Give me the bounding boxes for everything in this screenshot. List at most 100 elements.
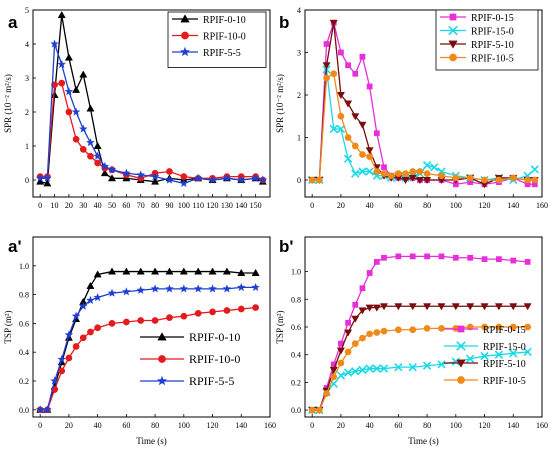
- data-point: [438, 253, 445, 260]
- data-point: [338, 340, 344, 347]
- y-tick-label: 0: [25, 176, 29, 185]
- data-point: [166, 314, 173, 322]
- data-point: [509, 303, 518, 311]
- data-point: [79, 70, 88, 78]
- data-point: [222, 284, 232, 293]
- data-point: [323, 74, 330, 82]
- data-point: [531, 176, 539, 184]
- data-point: [423, 170, 431, 177]
- plot-frame: [32, 236, 271, 418]
- data-point: [237, 268, 246, 276]
- data-point: [50, 376, 59, 385]
- data-point: [93, 292, 102, 302]
- legend-marker: [456, 341, 466, 351]
- data-point: [466, 303, 475, 311]
- data-point: [381, 164, 387, 171]
- panel-label: a': [8, 237, 22, 256]
- legend-label: RPIF-10-0: [189, 352, 240, 366]
- x-tick-label: 120: [479, 201, 491, 210]
- data-point: [379, 303, 389, 311]
- data-point: [395, 326, 402, 334]
- data-point: [523, 303, 532, 311]
- plot-frame: [304, 9, 543, 198]
- data-point: [372, 304, 381, 312]
- data-point: [107, 267, 117, 275]
- data-point: [87, 152, 94, 160]
- x-tick-label: 20: [65, 421, 73, 430]
- data-point: [316, 176, 323, 184]
- y-tick-label: 3: [25, 74, 29, 83]
- chart-panel-3: a' 0 20 40 60 80 100 120 140 160 0.0 0.2 0.4 0.6 0.8 1.…: [3, 236, 276, 446]
- legend-item: RPIF-10-0: [140, 352, 240, 366]
- data-point: [64, 330, 74, 339]
- data-point: [437, 360, 446, 369]
- y-tick-label: 0.0: [291, 406, 301, 415]
- y-tick-label: 1: [25, 142, 29, 151]
- data-point: [50, 90, 59, 98]
- data-point: [366, 83, 373, 90]
- legend: RPIF-0-10 RPIF-10-0 RPIF-5-5: [167, 11, 267, 68]
- data-point: [351, 315, 360, 323]
- y-tick-label: 0.2: [291, 378, 301, 387]
- data-point: [79, 146, 87, 153]
- data-point: [222, 173, 232, 182]
- data-point: [423, 177, 432, 185]
- data-point: [251, 268, 260, 276]
- data-point: [422, 361, 432, 370]
- x-tick-label: 120: [479, 421, 491, 430]
- data-point: [336, 347, 345, 355]
- data-point: [330, 70, 338, 78]
- x-tick-label: 80: [423, 421, 431, 430]
- data-point: [222, 267, 231, 275]
- data-point: [430, 163, 439, 172]
- legend-marker: [180, 14, 190, 23]
- plot-frame: [32, 9, 271, 198]
- data-point: [373, 168, 381, 175]
- data-point: [151, 177, 160, 185]
- y-tick-label: 2: [297, 91, 301, 100]
- legend-label: RPIF-0-10: [189, 330, 240, 344]
- legend-item: RPIF-10-0: [172, 32, 246, 43]
- data-point: [72, 85, 81, 93]
- data-point: [366, 270, 373, 276]
- x-tick-label: 20: [65, 201, 73, 210]
- legend-marker: [449, 53, 457, 62]
- data-point: [330, 361, 337, 368]
- data-point: [415, 177, 424, 185]
- data-point: [409, 326, 417, 334]
- legend-marker: [158, 355, 166, 363]
- data-point: [401, 177, 410, 185]
- data-point: [409, 253, 416, 260]
- data-point: [343, 368, 353, 377]
- x-tick-label: 60: [394, 421, 402, 430]
- x-tick-label: 140: [507, 201, 519, 210]
- data-point: [194, 267, 203, 275]
- data-point: [223, 307, 231, 314]
- data-point: [336, 92, 345, 100]
- x-tick-label: 100: [178, 201, 190, 210]
- data-point: [438, 172, 445, 180]
- data-point: [193, 173, 203, 182]
- legend-item: RPIF-0-15: [444, 325, 526, 336]
- data-point: [496, 256, 502, 263]
- data-point: [509, 349, 518, 358]
- x-tick-label: 110: [192, 201, 204, 210]
- data-point: [316, 406, 323, 414]
- data-point: [252, 304, 259, 311]
- data-point: [366, 330, 373, 338]
- y-tick-label: 0.8: [291, 295, 301, 304]
- data-point: [94, 159, 101, 167]
- data-point: [71, 107, 81, 116]
- y-tick-label: 3: [297, 49, 301, 58]
- data-point: [344, 329, 353, 337]
- data-point: [452, 174, 460, 182]
- data-point: [123, 318, 130, 326]
- data-point: [251, 173, 260, 182]
- data-point: [451, 303, 460, 311]
- data-point: [209, 308, 216, 316]
- y-tick-label: 4: [25, 40, 29, 49]
- data-point: [373, 259, 380, 265]
- x-tick-label: 100: [450, 421, 462, 430]
- data-point: [481, 256, 488, 263]
- data-point: [344, 134, 352, 141]
